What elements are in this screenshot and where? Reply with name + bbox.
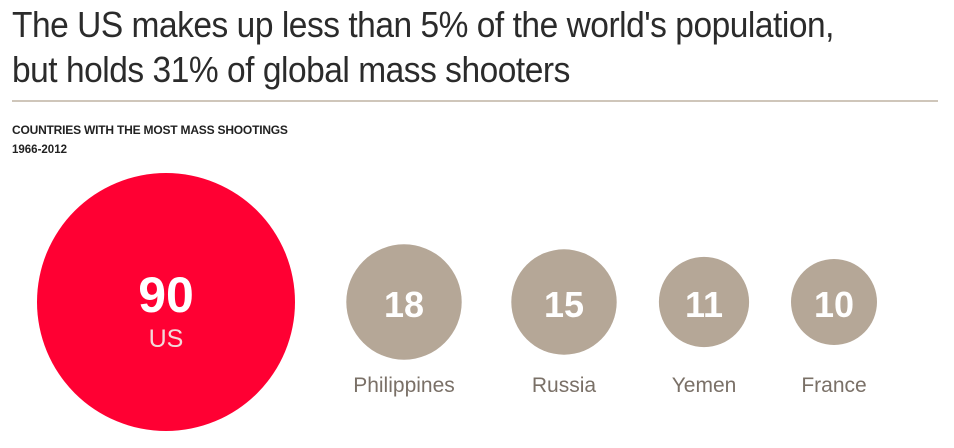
value-label-yemen: 11 <box>685 284 723 325</box>
value-label-france: 10 <box>814 284 854 325</box>
bubble-philippines <box>346 244 462 360</box>
bubble-us <box>37 173 295 431</box>
bubble-russia <box>511 249 617 355</box>
chart-title: COUNTRIES WITH THE MOST MASS SHOOTINGS <box>12 123 288 137</box>
category-label-france: France <box>801 374 866 397</box>
value-label-us: 90 <box>138 267 194 323</box>
category-label-philippines: Philippines <box>353 374 455 397</box>
value-label-philippines: 18 <box>384 284 424 325</box>
category-label-russia: Russia <box>532 374 597 397</box>
category-label-yemen: Yemen <box>672 374 737 397</box>
bubble-group-russia: 15 Russia <box>511 249 617 397</box>
headline-line-1: The US makes up less than 5% of the worl… <box>12 4 835 45</box>
bubble-group-philippines: 18 Philippines <box>346 244 462 397</box>
bubble-group-france: 10 France <box>791 259 877 397</box>
category-label-us: US <box>149 325 184 353</box>
bubble-yemen <box>658 256 750 348</box>
headline-divider <box>12 100 938 102</box>
chart-period: 1966-2012 <box>12 144 67 156</box>
bubble-group-yemen: 11 Yemen <box>658 256 750 397</box>
chart-headline: The US makes up less than 5% of the worl… <box>12 2 877 92</box>
value-label-russia: 15 <box>544 284 584 325</box>
headline-line-2: but holds 31% of global mass shooters <box>12 49 570 90</box>
bubble-france <box>791 259 877 345</box>
